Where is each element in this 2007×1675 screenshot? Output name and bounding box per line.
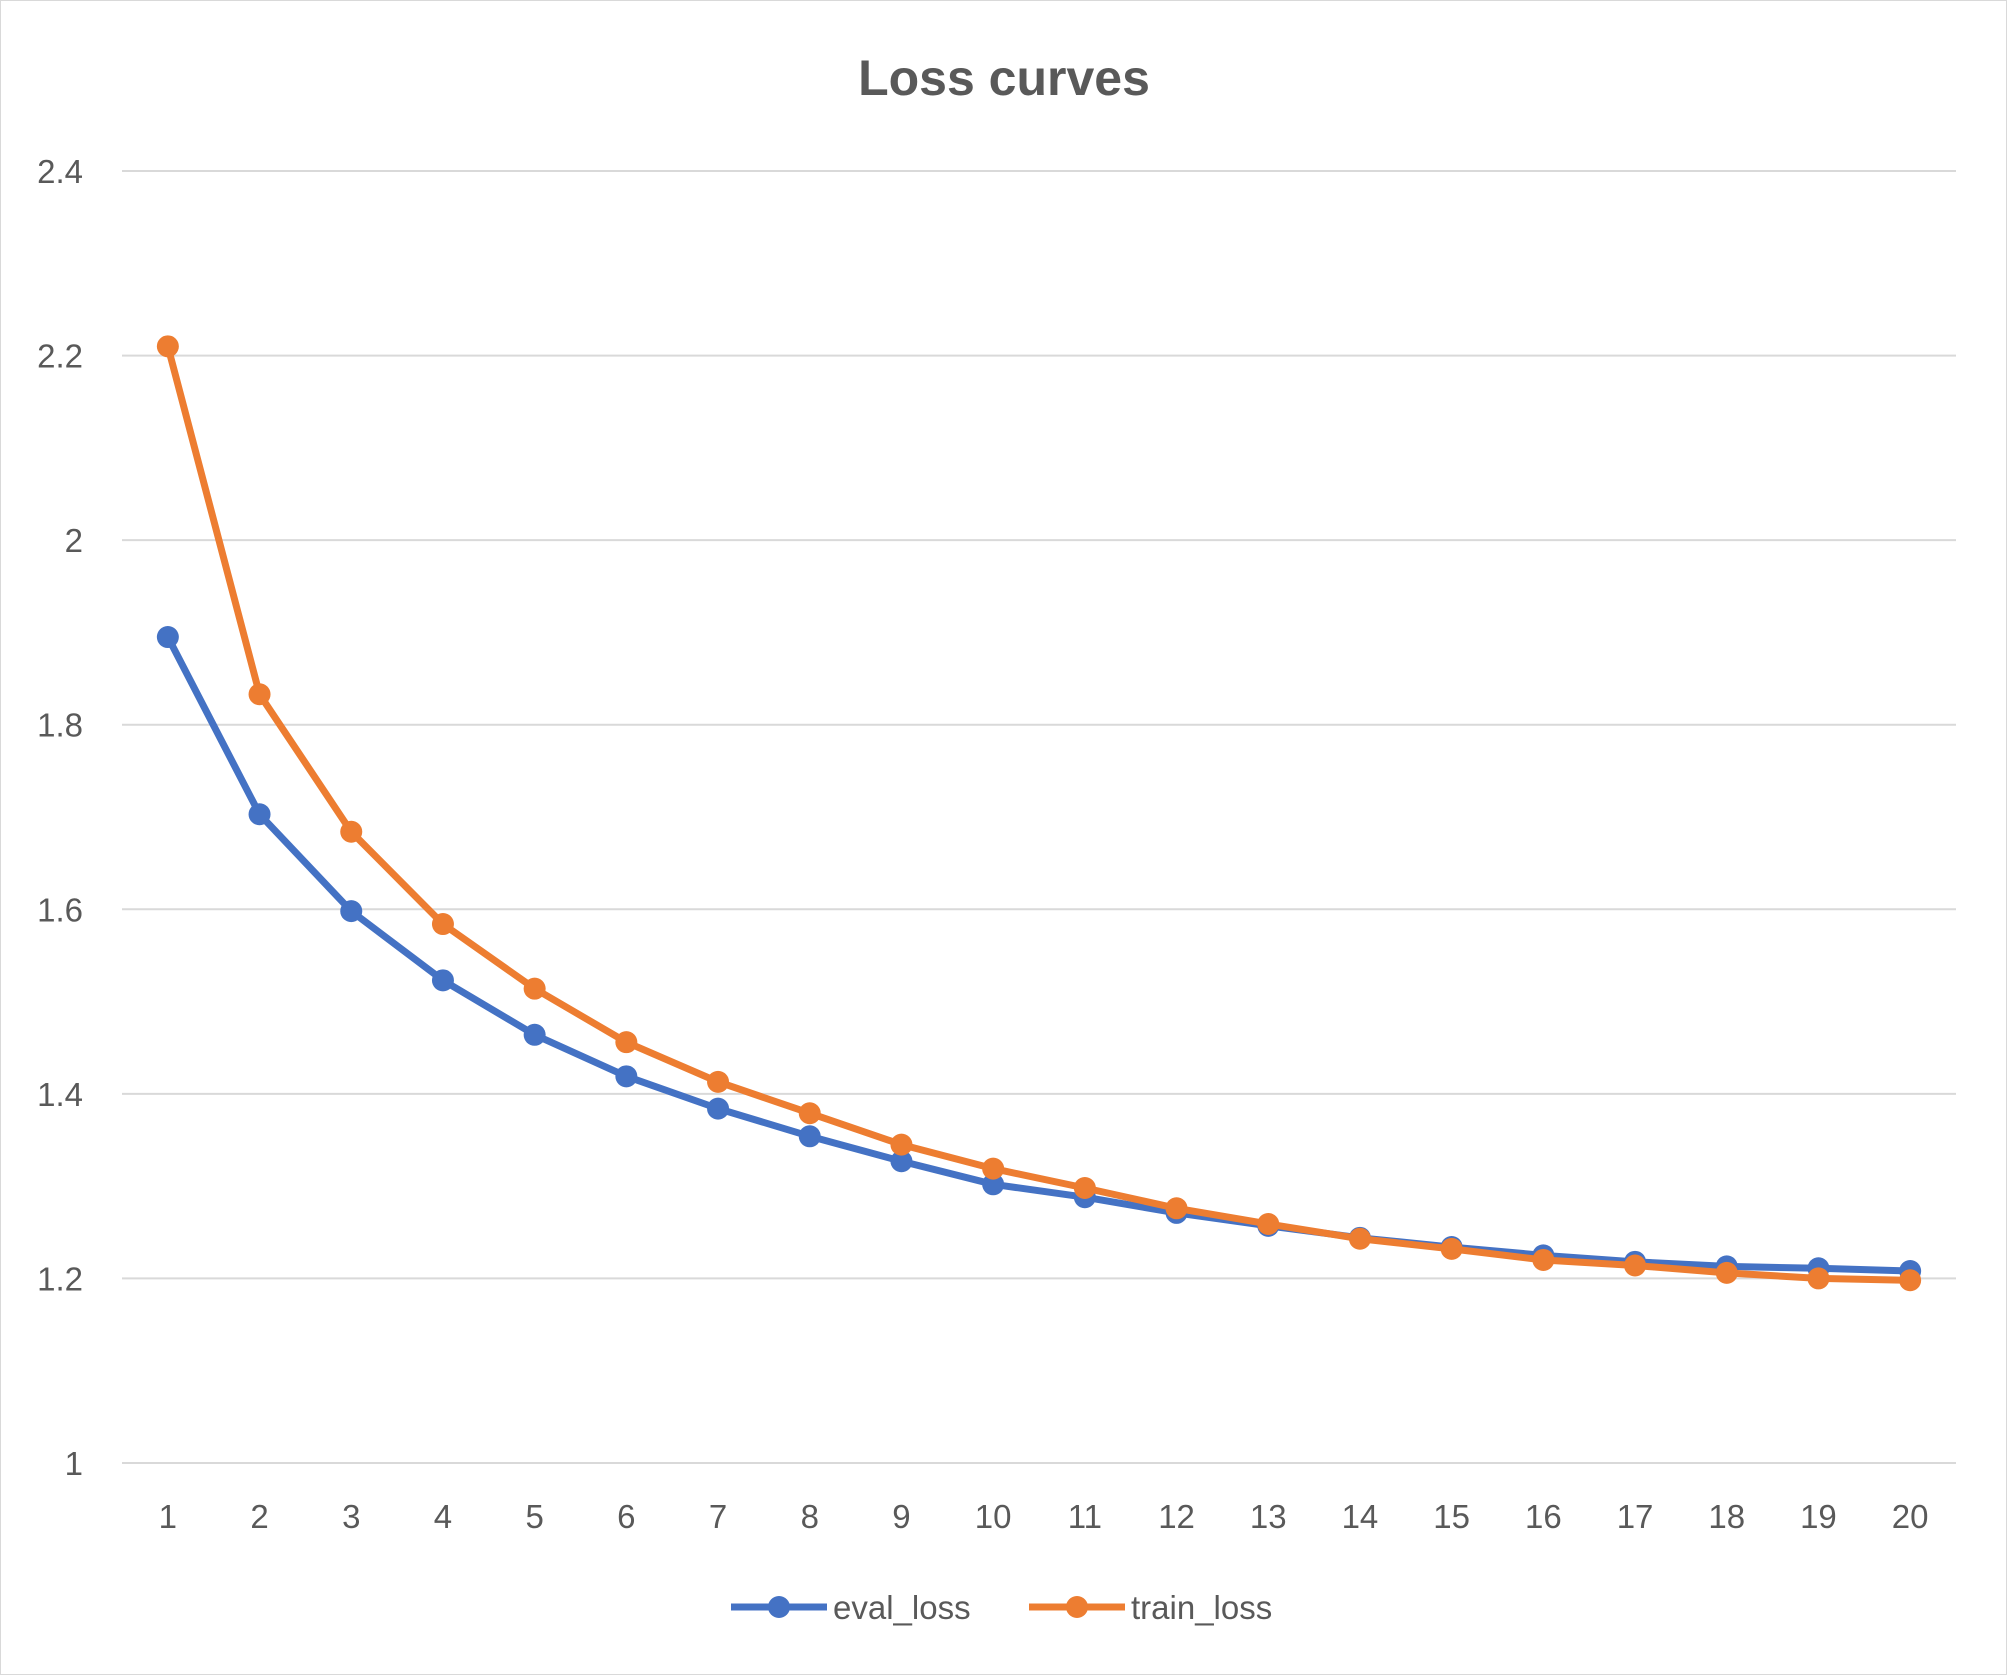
y-tick-label: 1.6 <box>37 891 83 928</box>
legend-marker <box>768 1596 790 1618</box>
series-group <box>156 335 1922 1292</box>
legend-item-train-loss[interactable]: train_loss <box>1029 1589 1272 1626</box>
legend-item-eval-loss[interactable]: eval_loss <box>731 1589 971 1626</box>
y-tick-label: 2.4 <box>37 153 83 190</box>
data-point <box>431 913 454 936</box>
data-point <box>798 1125 821 1148</box>
y-tick-label: 2.2 <box>37 338 83 375</box>
series-train-loss <box>156 335 1922 1292</box>
series-line <box>164 633 1914 1275</box>
x-tick-label: 16 <box>1525 1498 1562 1535</box>
data-point <box>156 335 179 358</box>
data-point <box>1807 1267 1830 1290</box>
data-point <box>982 1157 1005 1180</box>
y-tick-label: 1.8 <box>37 707 83 744</box>
y-tick-label: 2 <box>65 522 83 559</box>
data-point <box>1532 1248 1555 1271</box>
x-tick-label: 12 <box>1158 1498 1195 1535</box>
data-point <box>340 900 363 923</box>
x-tick-label: 19 <box>1800 1498 1837 1535</box>
data-point <box>1715 1261 1738 1284</box>
x-tick-label: 20 <box>1892 1498 1929 1535</box>
y-tick-label: 1.4 <box>37 1076 83 1113</box>
y-tick-label: 1 <box>65 1445 83 1482</box>
series-line <box>164 342 1914 1284</box>
data-point <box>248 683 271 706</box>
data-point <box>523 1023 546 1046</box>
data-point <box>523 977 546 1000</box>
x-tick-label: 17 <box>1617 1498 1654 1535</box>
x-tick-label: 11 <box>1068 1498 1102 1535</box>
x-tick-label: 3 <box>342 1498 360 1535</box>
x-tick-label: 2 <box>250 1498 268 1535</box>
x-tick-label: 15 <box>1433 1498 1470 1535</box>
data-point <box>615 1031 638 1054</box>
x-tick-label: 1 <box>159 1498 177 1535</box>
y-axis-tick-labels: 1 1.2 1.4 1.6 1.8 2 2.2 2.4 <box>37 153 83 1482</box>
data-point <box>340 820 363 843</box>
legend-marker <box>1066 1596 1088 1618</box>
x-axis-tick-labels: 1 2 3 4 5 6 7 8 9 10 11 12 13 14 15 16 17 18 19 20 <box>159 1498 1929 1535</box>
x-tick-label: 14 <box>1342 1498 1379 1535</box>
data-point <box>248 803 271 826</box>
data-point <box>156 626 179 649</box>
x-tick-label: 7 <box>709 1498 727 1535</box>
x-tick-label: 9 <box>892 1498 910 1535</box>
data-point <box>1348 1227 1371 1250</box>
x-tick-label: 5 <box>525 1498 543 1535</box>
data-point <box>1073 1176 1096 1199</box>
chart-title: Loss curves <box>858 50 1150 106</box>
x-tick-label: 6 <box>617 1498 635 1535</box>
data-point <box>890 1150 913 1173</box>
data-point <box>1440 1237 1463 1260</box>
x-tick-label: 10 <box>975 1498 1012 1535</box>
data-point <box>890 1133 913 1156</box>
data-point <box>431 969 454 992</box>
data-point <box>1257 1212 1280 1235</box>
x-tick-label: 4 <box>434 1498 452 1535</box>
x-tick-label: 8 <box>801 1498 819 1535</box>
data-point <box>1899 1269 1922 1292</box>
data-point <box>707 1070 730 1093</box>
x-tick-label: 13 <box>1250 1498 1287 1535</box>
data-point <box>798 1102 821 1125</box>
legend-label: eval_loss <box>833 1589 971 1626</box>
legend-label: train_loss <box>1131 1589 1272 1626</box>
data-point <box>615 1065 638 1088</box>
data-point <box>1624 1254 1647 1277</box>
data-point <box>982 1173 1005 1196</box>
legend[interactable]: eval_loss train_loss <box>731 1589 1272 1626</box>
y-tick-label: 1.2 <box>37 1260 83 1297</box>
x-tick-label: 18 <box>1708 1498 1745 1535</box>
data-point <box>1165 1197 1188 1220</box>
data-point <box>707 1097 730 1120</box>
